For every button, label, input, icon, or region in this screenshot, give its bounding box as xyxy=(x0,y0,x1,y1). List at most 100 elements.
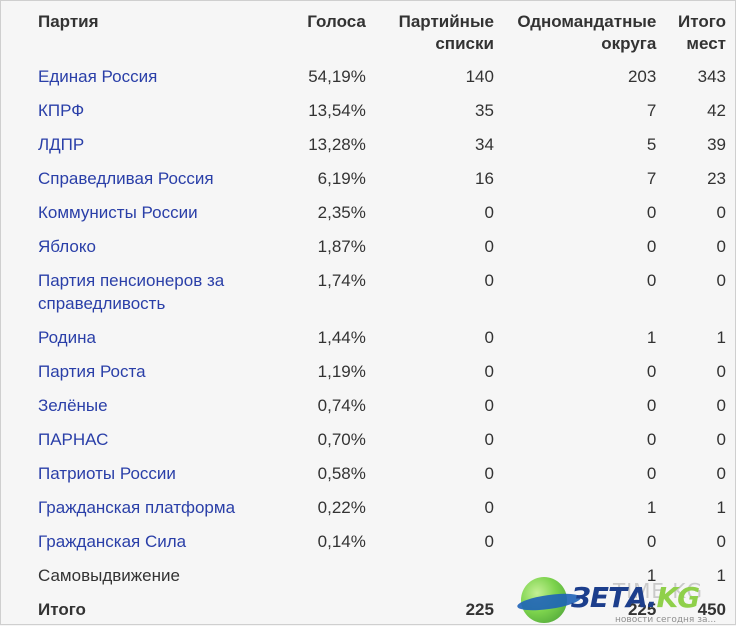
total-seats-cell: 23 xyxy=(707,169,726,188)
table-row: Коммунисты России 2,35% 0 0 0 xyxy=(26,201,734,235)
party-link[interactable]: Справедливая Россия xyxy=(38,169,214,188)
votes-cell: 1,19% xyxy=(317,362,366,381)
party-cell: Партия Роста xyxy=(26,360,250,394)
single-mandate-cell: 7 xyxy=(646,169,657,188)
party-cell: Справедливая Россия xyxy=(26,167,250,201)
header-total-seats-line1: Итого xyxy=(678,12,726,31)
table-row: Партия Роста 1,19% 0 0 0 xyxy=(26,360,734,394)
votes-cell: 0,70% xyxy=(317,430,366,449)
votes-cell: 1,87% xyxy=(317,237,366,256)
header-single-mandate: Одномандатные округа xyxy=(494,11,656,65)
party-cell: Самовыдвижение xyxy=(26,564,250,598)
party-cell: Коммунисты России xyxy=(26,201,250,235)
party-link[interactable]: Единая Россия xyxy=(38,67,158,86)
single-mandate-cell: 0 xyxy=(646,203,657,222)
total-seats-cell: 0 xyxy=(716,362,726,381)
header-party-lists-line2: списки xyxy=(435,34,494,53)
total-seats-cell: 1 xyxy=(716,328,726,347)
header-party: Партия xyxy=(38,12,99,31)
party-cell: ЛДПР xyxy=(26,133,250,167)
party-cell: Гражданская платформа xyxy=(26,496,250,530)
single-mandate-cell: 5 xyxy=(646,135,657,154)
single-mandate-cell: 0 xyxy=(646,532,657,551)
total-seats-cell: 0 xyxy=(716,237,726,256)
party-link[interactable]: ПАРНАС xyxy=(38,430,109,449)
party-link[interactable]: Гражданская Сила xyxy=(38,532,187,551)
total-seats-cell: 0 xyxy=(716,396,726,415)
total-seats-cell: 343 xyxy=(697,67,726,86)
table-row: ЛДПР 13,28% 34 5 39 xyxy=(26,133,734,167)
party-link[interactable]: Гражданская платформа xyxy=(38,498,236,517)
table-row: Единая Россия 54,19% 140 203 343 xyxy=(26,65,734,99)
table-header-row: Партия Голоса Партийные списки Одноманда… xyxy=(26,11,734,65)
party-link[interactable]: Партия Роста xyxy=(38,362,146,381)
header-votes: Голоса xyxy=(307,12,366,31)
total-seats-cell: 0 xyxy=(716,532,726,551)
party-link[interactable]: ЛДПР xyxy=(38,135,85,154)
party-cell: КПРФ xyxy=(26,99,250,133)
votes-cell: 0,14% xyxy=(317,532,366,551)
votes-cell: 1,44% xyxy=(317,328,366,347)
table-row: Гражданская платформа 0,22% 0 1 1 xyxy=(26,496,734,530)
total-seats-cell: 39 xyxy=(707,135,726,154)
party-cell: Яблоко xyxy=(26,235,250,269)
votes-cell: 6,19% xyxy=(317,169,366,188)
total-seats-cell: 0 xyxy=(716,271,726,290)
single-mandate-cell: 0 xyxy=(646,362,657,381)
table-row: Самовыдвижение 1 1 xyxy=(26,564,734,598)
party-lists-cell: 0 xyxy=(484,203,494,222)
total-seats-cell: 0 xyxy=(716,430,726,449)
single-mandate-cell: 0 xyxy=(646,464,657,483)
total-seats-cell: 1 xyxy=(716,566,726,585)
party-lists-cell: 16 xyxy=(475,169,494,188)
party-lists-cell: 0 xyxy=(484,396,494,415)
party-link[interactable]: КПРФ xyxy=(38,101,85,120)
votes-cell: 1,74% xyxy=(317,271,366,290)
single-mandate-cell: 0 xyxy=(646,271,657,290)
table-row: Партия пенсионеров за справедливость 1,74… xyxy=(26,269,734,326)
votes-cell: 13,54% xyxy=(308,101,366,120)
party-lists-cell: 0 xyxy=(484,532,494,551)
table-row: Яблоко 1,87% 0 0 0 xyxy=(26,235,734,269)
party-lists-cell: 140 xyxy=(465,67,494,86)
party-link[interactable]: Партия пенсионеров за справедливость xyxy=(38,271,225,313)
party-cell: Патриоты России xyxy=(26,462,250,496)
votes-cell: 0,74% xyxy=(317,396,366,415)
totals-party-lists: 225 xyxy=(465,600,494,619)
totals-votes xyxy=(250,598,366,621)
party-link[interactable]: Родина xyxy=(38,328,96,347)
single-mandate-cell: 0 xyxy=(646,237,657,256)
single-mandate-cell: 1 xyxy=(646,498,657,517)
party-cell: Гражданская Сила xyxy=(26,530,250,564)
totals-row: Итого 225 225 450 xyxy=(26,598,734,621)
party-link[interactable]: Коммунисты России xyxy=(38,203,198,222)
party-lists-cell: 0 xyxy=(484,430,494,449)
votes-cell xyxy=(250,564,366,598)
header-total-seats-line2: мест xyxy=(686,34,726,53)
header-single-mandate-line1: Одномандатные xyxy=(517,12,657,31)
party-link[interactable]: Патриоты России xyxy=(38,464,176,483)
single-mandate-cell: 0 xyxy=(646,430,657,449)
single-mandate-cell: 7 xyxy=(646,101,657,120)
party-lists-cell: 0 xyxy=(484,464,494,483)
party-lists-cell: 0 xyxy=(484,271,494,290)
totals-label: Итого xyxy=(38,600,86,619)
party-link[interactable]: Зелёные xyxy=(38,396,108,415)
header-party-lists: Партийные списки xyxy=(366,11,494,65)
votes-cell: 13,28% xyxy=(308,135,366,154)
single-mandate-cell: 203 xyxy=(627,67,657,86)
table-row: Патриоты России 0,58% 0 0 0 xyxy=(26,462,734,496)
total-seats-cell: 42 xyxy=(707,101,726,120)
votes-cell: 0,58% xyxy=(317,464,366,483)
party-link[interactable]: Яблоко xyxy=(38,237,96,256)
party-lists-cell: 0 xyxy=(484,328,494,347)
total-seats-cell: 1 xyxy=(716,498,726,517)
total-seats-cell: 0 xyxy=(716,464,726,483)
party-lists-cell: 34 xyxy=(475,135,494,154)
party-name: Самовыдвижение xyxy=(38,566,180,585)
table-row: Справедливая Россия 6,19% 16 7 23 xyxy=(26,167,734,201)
totals-single-mandate: 225 xyxy=(627,600,657,619)
table-row: Гражданская Сила 0,14% 0 0 0 xyxy=(26,530,734,564)
party-cell: ПАРНАС xyxy=(26,428,250,462)
